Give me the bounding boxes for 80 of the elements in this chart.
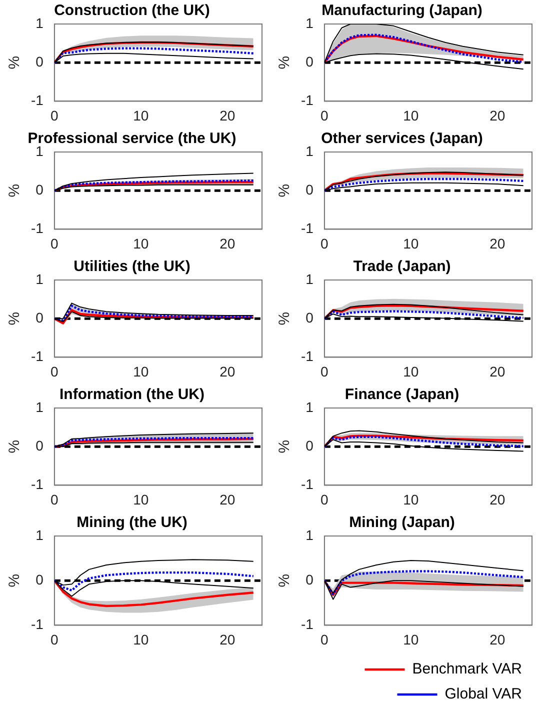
y-axis-title: % — [6, 312, 24, 326]
x-tick-label: 0 — [50, 107, 59, 124]
x-tick-label: 20 — [220, 107, 236, 124]
x-tick-label: 20 — [220, 491, 236, 508]
y-axis-title: % — [276, 184, 294, 198]
y-tick-label: 0 — [36, 437, 44, 454]
y-tick-label: 1 — [306, 270, 314, 287]
x-tick-label: 0 — [320, 363, 329, 380]
y-tick-label: -1 — [30, 92, 44, 108]
y-tick-label: -1 — [30, 348, 44, 364]
x-tick-label: 10 — [403, 363, 419, 380]
x-tick-label: 10 — [403, 631, 419, 648]
x-tick-label: 0 — [320, 107, 329, 124]
x-tick-label: 10 — [133, 631, 149, 648]
y-tick-label: 1 — [306, 14, 314, 31]
x-tick-label: 0 — [50, 631, 59, 648]
y-tick-label: -1 — [300, 348, 314, 364]
y-tick-label: 0 — [36, 571, 44, 588]
y-tick-label: 0 — [36, 53, 44, 70]
chart-title: Mining (the UK) — [76, 514, 188, 532]
x-tick-label: 0 — [50, 491, 59, 508]
x-tick-label: 20 — [490, 235, 506, 252]
y-tick-label: 0 — [36, 181, 44, 198]
y-tick-label: 1 — [306, 142, 314, 159]
y-axis-title: % — [276, 440, 294, 454]
x-tick-label: 10 — [133, 107, 149, 124]
y-tick-label: 0 — [306, 437, 314, 454]
y-axis-title: % — [6, 56, 24, 70]
y-axis-title: % — [276, 56, 294, 70]
chart-title: Trade (Japan) — [353, 258, 451, 276]
x-tick-label: 20 — [220, 631, 236, 648]
chart-title: Other services (Japan) — [321, 130, 483, 148]
y-tick-label: -1 — [300, 616, 314, 632]
y-axis-title: % — [6, 440, 24, 454]
y-axis-title: % — [276, 312, 294, 326]
x-tick-label: 10 — [133, 235, 149, 252]
x-tick-label: 20 — [490, 631, 506, 648]
legend-label: Benchmark VAR — [412, 660, 522, 678]
x-tick-label: 20 — [220, 363, 236, 380]
x-tick-label: 10 — [403, 235, 419, 252]
y-tick-label: -1 — [30, 220, 44, 236]
y-tick-label: 1 — [306, 398, 314, 415]
x-tick-label: 0 — [320, 631, 329, 648]
x-tick-label: 0 — [320, 491, 329, 508]
y-tick-label: 0 — [306, 181, 314, 198]
x-tick-label: 0 — [50, 363, 59, 380]
y-tick-label: 0 — [306, 53, 314, 70]
y-tick-label: 1 — [36, 398, 44, 415]
y-axis-title: % — [276, 574, 294, 588]
chart-title: Construction (the UK) — [54, 2, 210, 20]
x-tick-label: 10 — [133, 363, 149, 380]
y-tick-label: 1 — [36, 270, 44, 287]
y-tick-label: 0 — [306, 571, 314, 588]
x-tick-label: 20 — [490, 363, 506, 380]
x-tick-label: 10 — [403, 491, 419, 508]
y-axis-title: % — [6, 184, 24, 198]
y-tick-label: 0 — [306, 309, 314, 326]
x-tick-label: 20 — [220, 235, 236, 252]
chart-title: Finance (Japan) — [344, 386, 460, 404]
chart-title: Manufacturing (Japan) — [322, 2, 482, 20]
chart-title: Utilities (the UK) — [74, 258, 190, 276]
x-tick-label: 20 — [490, 491, 506, 508]
chart-title: Mining (Japan) — [349, 514, 455, 532]
x-tick-label: 20 — [490, 107, 506, 124]
y-axis-title: % — [6, 574, 24, 588]
y-tick-label: -1 — [30, 616, 44, 632]
y-tick-label: -1 — [300, 220, 314, 236]
chart-title: Information (the UK) — [60, 386, 204, 404]
y-tick-label: 0 — [36, 309, 44, 326]
y-tick-label: 1 — [36, 14, 44, 31]
x-tick-label: 0 — [50, 235, 59, 252]
legend-label: Global VAR — [444, 686, 522, 703]
y-tick-label: -1 — [30, 476, 44, 492]
y-tick-label: 1 — [36, 526, 44, 543]
y-tick-label: -1 — [300, 92, 314, 108]
x-tick-label: 10 — [133, 491, 149, 508]
y-tick-label: -1 — [300, 476, 314, 492]
y-tick-label: 1 — [306, 526, 314, 543]
x-tick-label: 10 — [403, 107, 419, 124]
x-tick-label: 0 — [320, 235, 329, 252]
